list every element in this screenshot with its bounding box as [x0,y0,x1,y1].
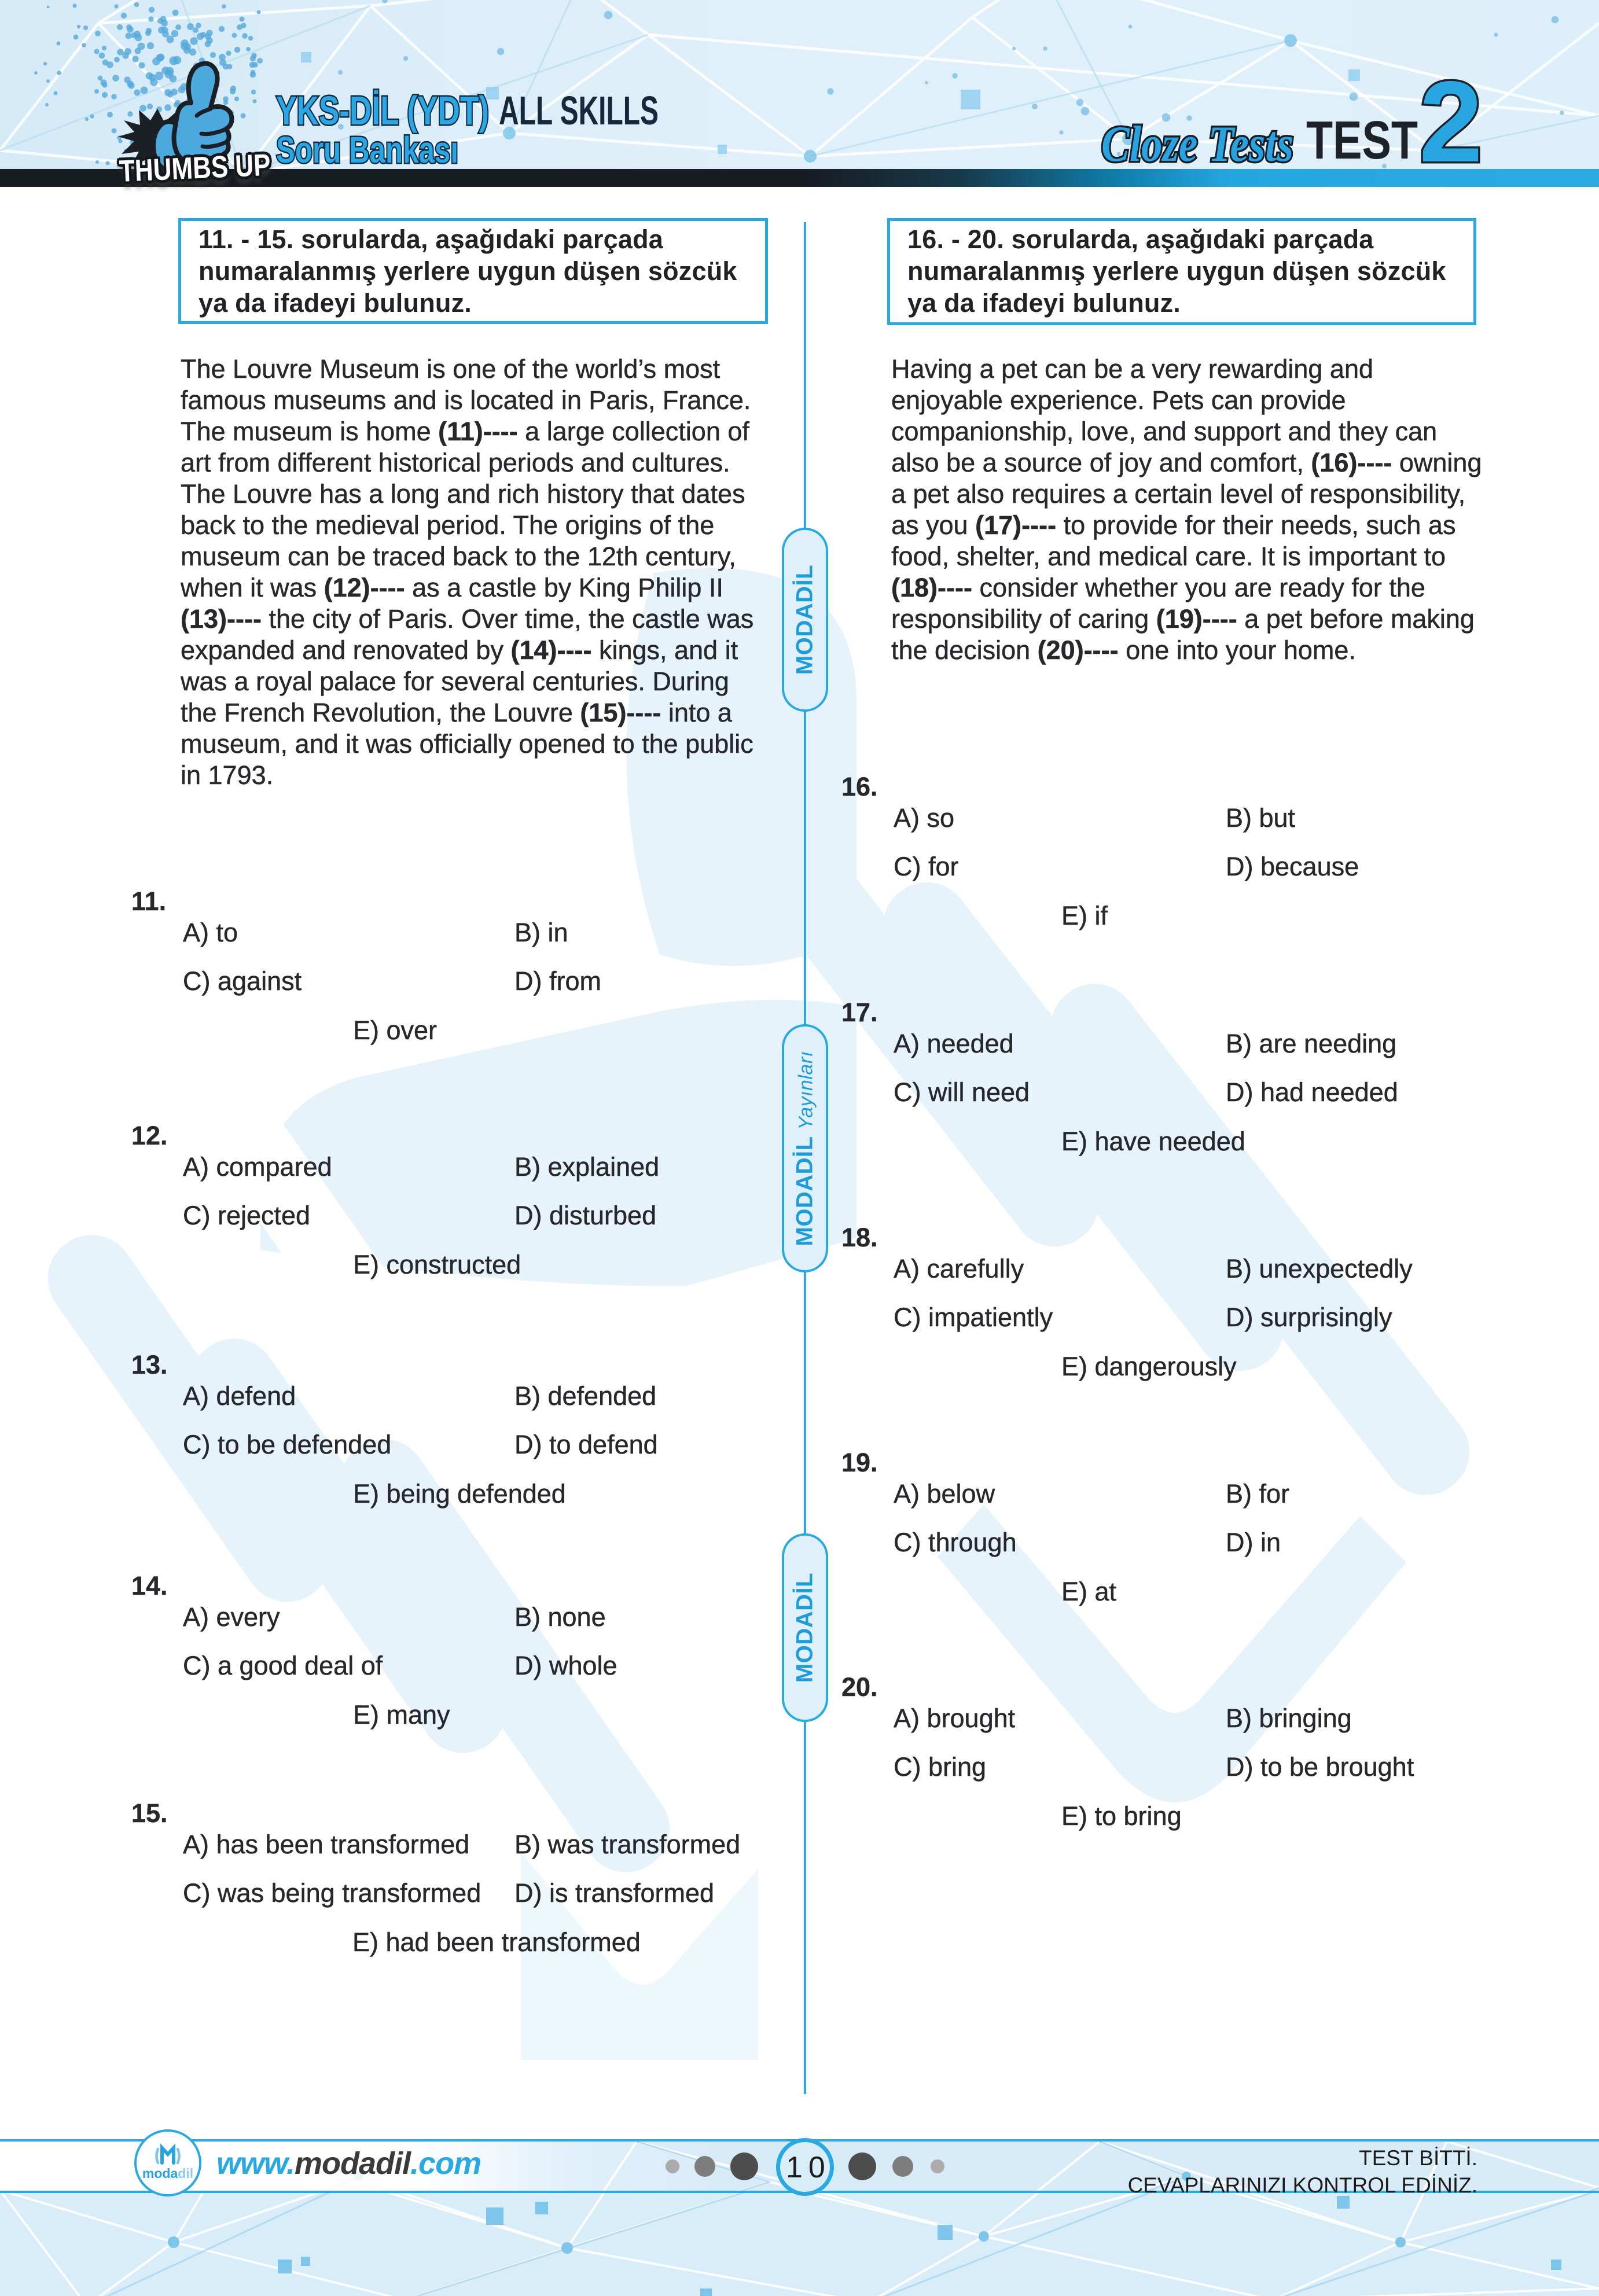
svg-text:modadil: modadil [142,2166,193,2181]
svg-text:Cloze Tests: Cloze Tests [1101,116,1293,172]
svg-text:2: 2 [1419,58,1483,186]
svg-text:TEST: TEST [1306,110,1418,170]
svg-text:Soru Bankası: Soru Bankası [276,129,458,171]
svg-text:ALL SKILLS: ALL SKILLS [499,88,659,133]
svg-text:YKS-DİL (YDT): YKS-DİL (YDT) [276,88,489,133]
